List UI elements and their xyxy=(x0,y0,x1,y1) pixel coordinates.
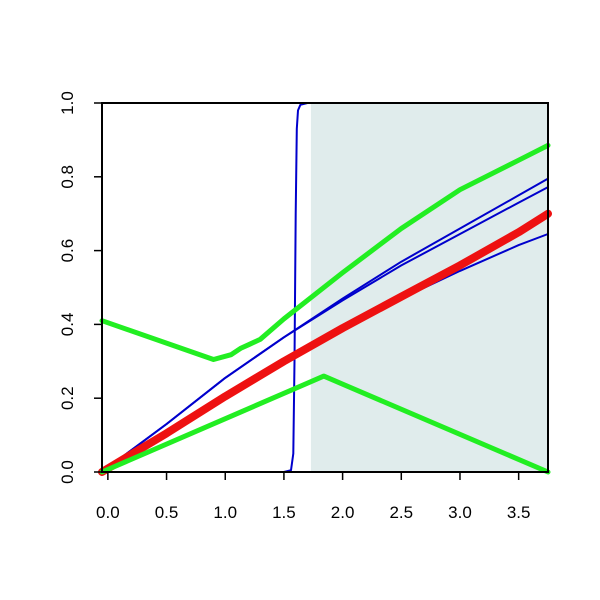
series-line-1 xyxy=(101,102,549,473)
plot-frame xyxy=(101,102,549,473)
series-line-5 xyxy=(98,209,552,476)
x-tick-label: 0.0 xyxy=(96,503,120,522)
y-tick-label: 0.0 xyxy=(58,460,77,484)
y-tick-label: 0.6 xyxy=(58,239,77,263)
x-tick-label: 2.5 xyxy=(389,503,413,522)
x-tick-label: 1.5 xyxy=(272,503,296,522)
x-tick-label: 3.5 xyxy=(507,503,531,522)
series-line-6 xyxy=(99,142,551,362)
y-tick-label: 0.2 xyxy=(58,386,77,410)
series-line-7 xyxy=(99,373,551,475)
x-tick-label: 2.0 xyxy=(331,503,355,522)
y-tick-label: 0.8 xyxy=(58,165,77,189)
series-line-4 xyxy=(101,177,549,473)
x-tick-label: 0.5 xyxy=(155,503,179,522)
y-tick-label: 0.4 xyxy=(58,313,77,337)
x-tick-label: 3.0 xyxy=(448,503,472,522)
y-tick-label: 1.0 xyxy=(58,91,77,115)
shaded-region xyxy=(310,103,548,472)
x-tick-label: 1.0 xyxy=(213,503,237,522)
